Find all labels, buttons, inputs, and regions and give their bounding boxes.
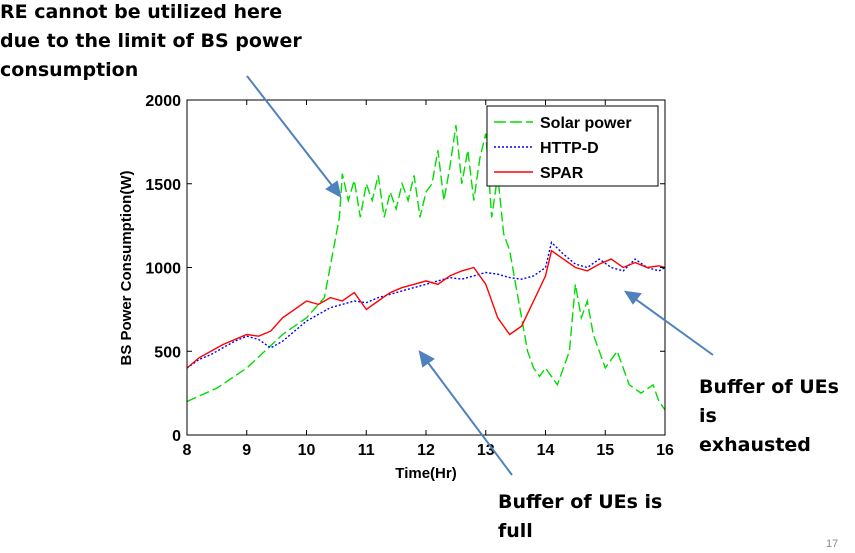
arrow-right-head [623, 290, 642, 305]
annotation-line: RE cannot be utilized here [0, 1, 283, 23]
x-tick-label: 14 [537, 442, 555, 459]
slide-number: 17 [826, 538, 839, 550]
annotation-line: Buffer of UEs is [699, 376, 839, 427]
legend-label-spar: SPAR [540, 165, 584, 182]
arrow-top-head [325, 180, 342, 198]
x-tick-label: 8 [183, 442, 192, 459]
annotation-line: full [498, 520, 533, 542]
annotation-line: exhausted [699, 434, 811, 456]
series-layer [186, 125, 666, 411]
x-tick-label: 10 [298, 442, 316, 459]
y-tick-label: 1000 [145, 261, 181, 278]
x-tick-label: 16 [656, 442, 674, 459]
y-tick-label: 2000 [145, 93, 181, 110]
annotation-re-limit: RE cannot be utilized here due to the li… [0, 0, 330, 85]
x-tick-label: 13 [477, 442, 495, 459]
annotation-buffer-exhausted: Buffer of UEs is exhausted [699, 373, 855, 460]
legend: Solar power HTTP-D SPAR [486, 105, 659, 187]
x-tick-label: 11 [358, 442, 375, 459]
x-tick-label: 9 [242, 442, 251, 459]
series-solar-power [186, 125, 666, 411]
arrow-top [246, 75, 335, 189]
legend-label-solar: Solar power [540, 115, 632, 132]
ticks-layer: 8 9 10 11 12 13 14 15 16 0 500 1000 1500 2000 [145, 93, 674, 459]
annotation-line: due to the limit of BS power [0, 30, 302, 52]
y-tick-label: 0 [172, 428, 181, 445]
arrow-bottom [425, 359, 513, 476]
annotation-line: Buffer of UEs is [498, 491, 663, 513]
annotation-arrows [246, 75, 714, 476]
x-tick-label: 12 [417, 442, 435, 459]
arrow-right [633, 297, 714, 356]
x-axis-label: Time(Hr) [395, 465, 456, 482]
y-tick-label: 1500 [145, 177, 181, 194]
y-axis-label: BS Power Consumption(W) [118, 171, 135, 366]
legend-label-http: HTTP-D [540, 140, 599, 157]
y-tick-label: 500 [154, 344, 181, 361]
x-tick-label: 15 [596, 442, 614, 459]
annotation-line: consumption [0, 59, 139, 81]
arrow-bottom-head [418, 350, 435, 368]
series-spar [186, 249, 666, 369]
annotation-buffer-full: Buffer of UEs is full [498, 488, 678, 546]
